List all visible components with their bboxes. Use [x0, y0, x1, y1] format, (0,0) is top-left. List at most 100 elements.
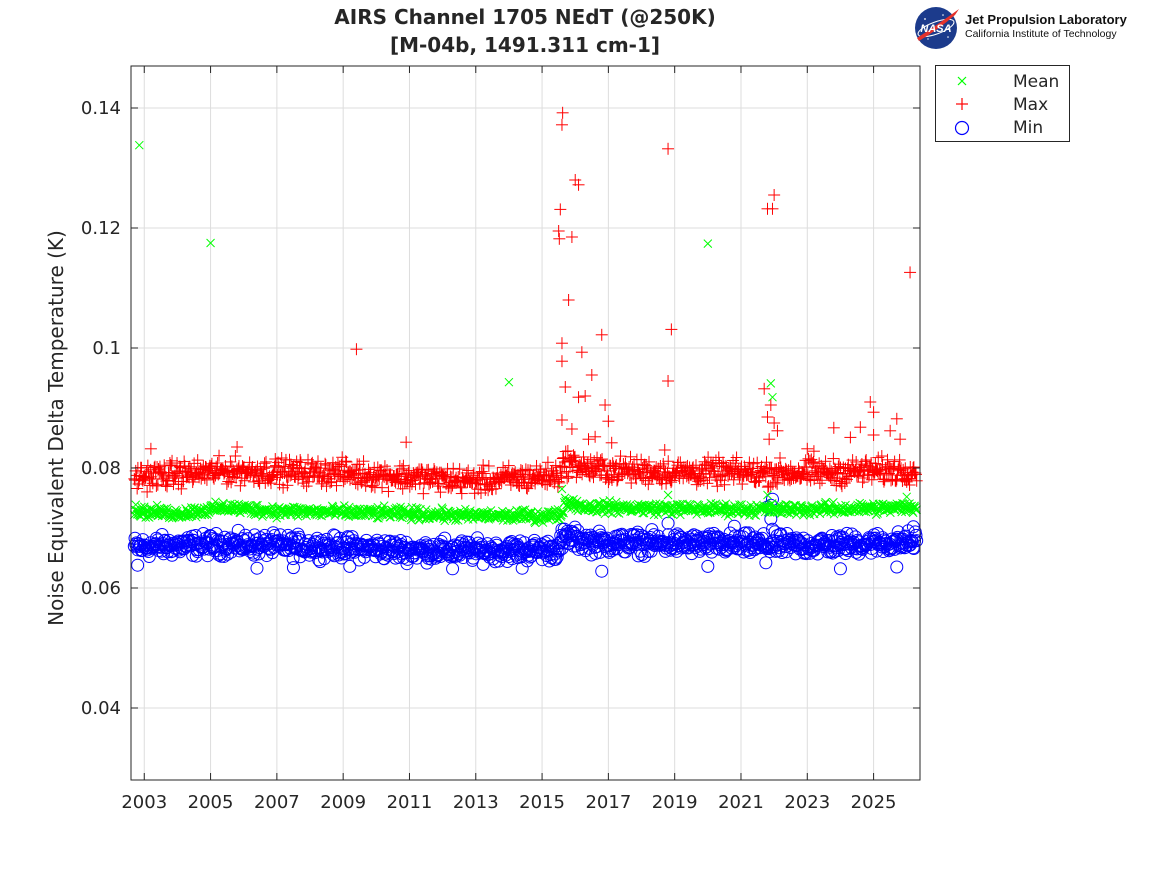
data-point [169, 472, 182, 485]
data-point [832, 460, 845, 473]
data-point [497, 461, 510, 474]
data-point [394, 534, 408, 548]
data-point [910, 503, 920, 512]
data-point [906, 541, 920, 555]
outlier-point [131, 558, 145, 572]
data-point [413, 504, 423, 513]
plot-frame [130, 65, 921, 781]
outlier-point [555, 414, 568, 426]
data-point [721, 499, 731, 509]
data-point [191, 454, 204, 467]
data-point [700, 540, 714, 554]
data-point [681, 459, 694, 472]
data-point [594, 454, 607, 467]
data-point [231, 523, 245, 537]
data-point [559, 445, 572, 458]
outlier-point [555, 337, 568, 350]
legend-item-mean: Mean [936, 71, 1071, 93]
nasa-badge-text: NASA [920, 23, 951, 35]
data-point [281, 479, 294, 492]
data-point [131, 482, 144, 495]
outlier-point [559, 381, 572, 393]
data-point [150, 479, 163, 492]
data-point [200, 473, 213, 486]
data-point [249, 466, 262, 479]
data-point [186, 511, 195, 521]
outlier-point [890, 412, 903, 425]
outlier-point [595, 328, 608, 341]
data-point [347, 469, 360, 482]
data-point [160, 475, 173, 488]
data-point [624, 450, 637, 463]
outlier-point [771, 424, 784, 437]
y-tick-label: 0.1 [92, 338, 121, 359]
data-point [349, 477, 362, 490]
data-point [453, 463, 466, 476]
x-tick-label: 2021 [718, 792, 764, 813]
data-point [907, 461, 920, 474]
data-point [779, 462, 792, 475]
x-marker-icon [957, 76, 967, 86]
data-point [238, 474, 251, 487]
data-point [340, 456, 353, 469]
data-point [724, 460, 737, 473]
data-point [432, 480, 445, 493]
data-point [702, 451, 715, 464]
data-point [294, 456, 307, 469]
outlier-point [562, 294, 575, 306]
data-point [438, 504, 447, 514]
data-point [596, 453, 609, 466]
outlier-point [206, 238, 215, 248]
data-point [376, 481, 389, 494]
data-point [704, 456, 717, 469]
data-point [605, 471, 618, 484]
data-point [835, 480, 848, 493]
outlier-point [765, 522, 779, 536]
data-markers [127, 106, 924, 578]
data-point [334, 551, 348, 565]
x-tick-label: 2003 [121, 792, 167, 813]
outlier-point [585, 369, 598, 381]
data-point [873, 464, 886, 477]
outlier-point [727, 519, 741, 533]
outlier-point [504, 377, 514, 387]
data-point [184, 512, 193, 521]
data-point [311, 455, 324, 468]
data-point [726, 465, 739, 478]
data-point [175, 482, 188, 495]
data-point [540, 468, 553, 481]
outlier-point [575, 346, 588, 359]
data-point [143, 479, 156, 492]
data-point [307, 463, 320, 476]
outlier-point [579, 390, 592, 402]
outlier-point [231, 441, 244, 453]
outlier-point [602, 415, 615, 428]
data-point [850, 455, 863, 468]
data-point [819, 455, 832, 468]
data-point [187, 473, 200, 486]
legend-label: Mean [1013, 72, 1060, 92]
data-point [483, 480, 496, 493]
outlier-point [701, 559, 715, 573]
outlier-point [595, 564, 609, 578]
data-point [614, 450, 627, 463]
outlier-point [761, 411, 774, 423]
data-point [577, 450, 590, 463]
data-point [324, 476, 337, 489]
outlier-point [658, 444, 671, 456]
data-point [482, 459, 495, 472]
data-point [230, 471, 243, 484]
data-point [477, 459, 490, 472]
outlier-point [572, 178, 585, 191]
outlier-point [557, 484, 567, 494]
data-point [362, 463, 375, 476]
data-point [587, 471, 600, 484]
outlier-point [904, 266, 917, 279]
data-point [357, 455, 370, 468]
x-tick-label: 2009 [320, 792, 366, 813]
outlier-point [350, 343, 363, 356]
data-point [744, 468, 757, 481]
outlier-point [569, 174, 582, 186]
plot-area [131, 66, 920, 780]
outlier-point [286, 561, 300, 575]
